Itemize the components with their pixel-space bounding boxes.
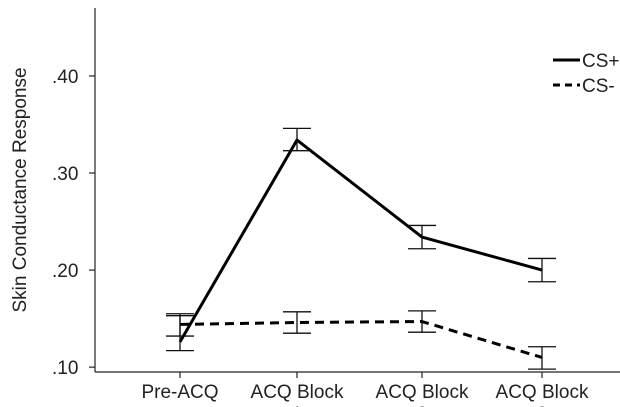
- x-tick-label: ACQ Block3: [496, 382, 589, 407]
- y-tick-label: .30: [52, 164, 78, 185]
- y-tick-label: .20: [52, 261, 78, 282]
- x-tick-label: Pre-ACQ: [141, 382, 218, 403]
- x-tick-label: ACQ Block2: [376, 382, 469, 407]
- series-line-CS-1: [179, 320, 543, 359]
- legend-label: CS-: [582, 76, 615, 97]
- legend-label: CS+: [582, 51, 620, 72]
- series-line-CS-0: [178, 138, 543, 343]
- x-tick-label: ACQ Block1: [251, 382, 344, 407]
- y-tick-label: .40: [52, 67, 78, 88]
- y-tick-label: .10: [52, 358, 78, 379]
- y-axis-title: Skin Conductance Response: [10, 67, 31, 312]
